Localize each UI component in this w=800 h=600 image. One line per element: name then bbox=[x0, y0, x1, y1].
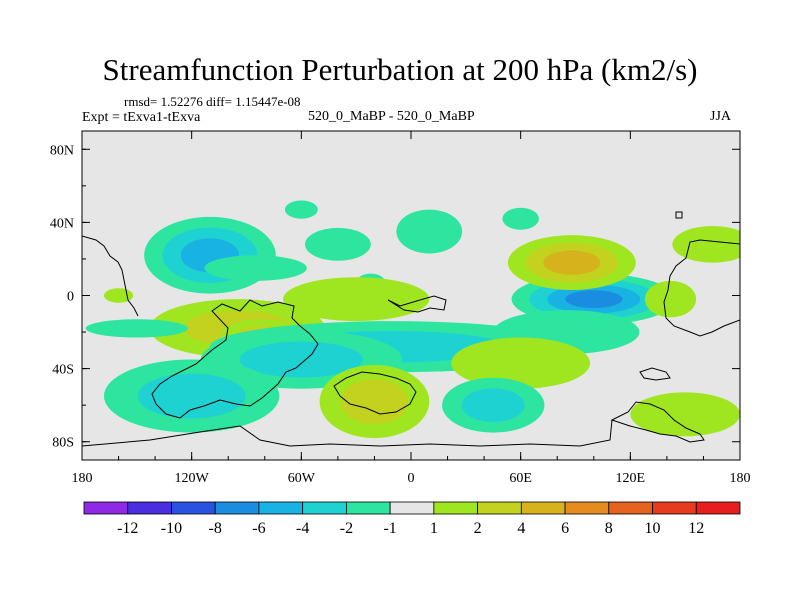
colorbar-box-9 bbox=[477, 501, 522, 515]
contour-blob-2-level-0 bbox=[304, 227, 371, 261]
coastline-americas-west bbox=[82, 235, 139, 317]
coastline-africa-south bbox=[333, 371, 417, 415]
contour-blob-9-level-0 bbox=[283, 277, 430, 322]
coastline-australia bbox=[610, 401, 705, 443]
colorbar-box-1 bbox=[127, 501, 172, 515]
colorbar-label-11: 8 bbox=[605, 520, 613, 537]
colorbar-label-5: -2 bbox=[340, 520, 353, 537]
colorbar-label-6: -1 bbox=[383, 520, 396, 537]
colorbar-label-12: 10 bbox=[645, 520, 661, 537]
contour-blob-19-level-0 bbox=[451, 337, 591, 389]
season-label: JJA bbox=[710, 109, 732, 124]
y-tick-label-1: 40N bbox=[50, 216, 74, 231]
colorbar-box-14 bbox=[695, 501, 741, 515]
colorbar-label-1: -10 bbox=[161, 520, 182, 537]
x-tick-label-2: 60W bbox=[288, 471, 316, 486]
colorbar-label-10: 6 bbox=[561, 520, 569, 537]
colorbar-label-2: -8 bbox=[209, 520, 222, 537]
contour-blob-4-level-0 bbox=[396, 209, 463, 254]
colorbar-box-13 bbox=[652, 501, 697, 515]
colorbar-box-11 bbox=[564, 501, 610, 515]
colorbar-label-4: -4 bbox=[296, 520, 309, 537]
case-label: 520_0_MaBP - 520_0_MaBP bbox=[308, 109, 475, 124]
contour-blob-13-level-2 bbox=[543, 250, 601, 275]
colorbar-box-8 bbox=[433, 501, 479, 515]
colorbar-box-0 bbox=[83, 501, 129, 515]
chart-title: Streamfunction Perturbation at 200 hPa (… bbox=[102, 52, 698, 87]
colorbar: -12 -10 -8 -6 -4 -2 -1 1 2 4 6 8 10 12 bbox=[83, 501, 741, 537]
contour-blob-21-level-1 bbox=[137, 373, 246, 419]
y-tick-label-0: 80N bbox=[50, 143, 74, 158]
colorbar-box-2 bbox=[171, 501, 216, 515]
x-tick-label-0: 180 bbox=[72, 471, 93, 486]
contour-blob-14-level-0 bbox=[672, 226, 740, 263]
y-tick-label-2: 0 bbox=[67, 290, 74, 305]
coastline-island-1 bbox=[639, 367, 671, 381]
x-tick-label-4: 60E bbox=[509, 471, 532, 486]
contour-blob-15-level-0 bbox=[644, 280, 697, 318]
coastline-island-2 bbox=[675, 211, 683, 219]
coastline-layer bbox=[82, 211, 740, 447]
coastline-antarctica bbox=[82, 419, 613, 447]
contour-blob-3-level-0 bbox=[284, 200, 318, 219]
colorbar-box-10 bbox=[520, 501, 566, 515]
y-tick-label-3: 40S bbox=[52, 363, 74, 378]
coastline-south-america bbox=[151, 299, 319, 419]
x-tick-label-1: 120W bbox=[175, 471, 210, 486]
contour-blob-22-level-1 bbox=[461, 388, 525, 423]
x-tick-label-6: 180 bbox=[730, 471, 751, 486]
colorbar-label-8: 2 bbox=[474, 520, 482, 537]
colorbar-label-9: 4 bbox=[517, 520, 525, 537]
contour-blob-20-level-1 bbox=[340, 379, 409, 425]
colorbar-box-6 bbox=[345, 501, 391, 515]
colorbar-box-5 bbox=[302, 501, 347, 515]
colorbar-box-7 bbox=[389, 501, 435, 515]
contour-blob-12-level-0 bbox=[85, 319, 189, 338]
contour-blob-5-level-0 bbox=[502, 207, 539, 230]
colorbar-box-4 bbox=[258, 501, 304, 515]
colorbar-label-3: -6 bbox=[252, 520, 265, 537]
colorbar-label-7: 1 bbox=[430, 520, 438, 537]
axis-ticks: 180 120W 60W 0 60E 120E 180 80N 40N 0 40S 80S bbox=[50, 131, 751, 486]
colorbar-box-3 bbox=[214, 501, 260, 515]
contour-fill-layer bbox=[85, 200, 740, 439]
stats-label: rmsd= 1.52276 diff= 1.15447e-08 bbox=[124, 94, 301, 109]
colorbar-label-0: -12 bbox=[117, 520, 138, 537]
experiment-label: Expt = tExva1-tExva bbox=[82, 110, 201, 125]
x-tick-label-3: 0 bbox=[408, 471, 415, 486]
contour-blob-18-level-1 bbox=[239, 341, 364, 378]
coastline-africa bbox=[387, 295, 447, 313]
contour-blob-1-level-0 bbox=[204, 255, 307, 281]
contour-blob-23-level-0 bbox=[630, 392, 740, 437]
x-tick-label-5: 120E bbox=[616, 471, 646, 486]
colorbar-box-12 bbox=[608, 501, 653, 515]
contour-blob-7-level-3 bbox=[565, 290, 623, 309]
y-tick-label-4: 80S bbox=[52, 436, 74, 451]
colorbar-label-13: 12 bbox=[688, 520, 704, 537]
coastline-asia-east bbox=[663, 239, 740, 337]
